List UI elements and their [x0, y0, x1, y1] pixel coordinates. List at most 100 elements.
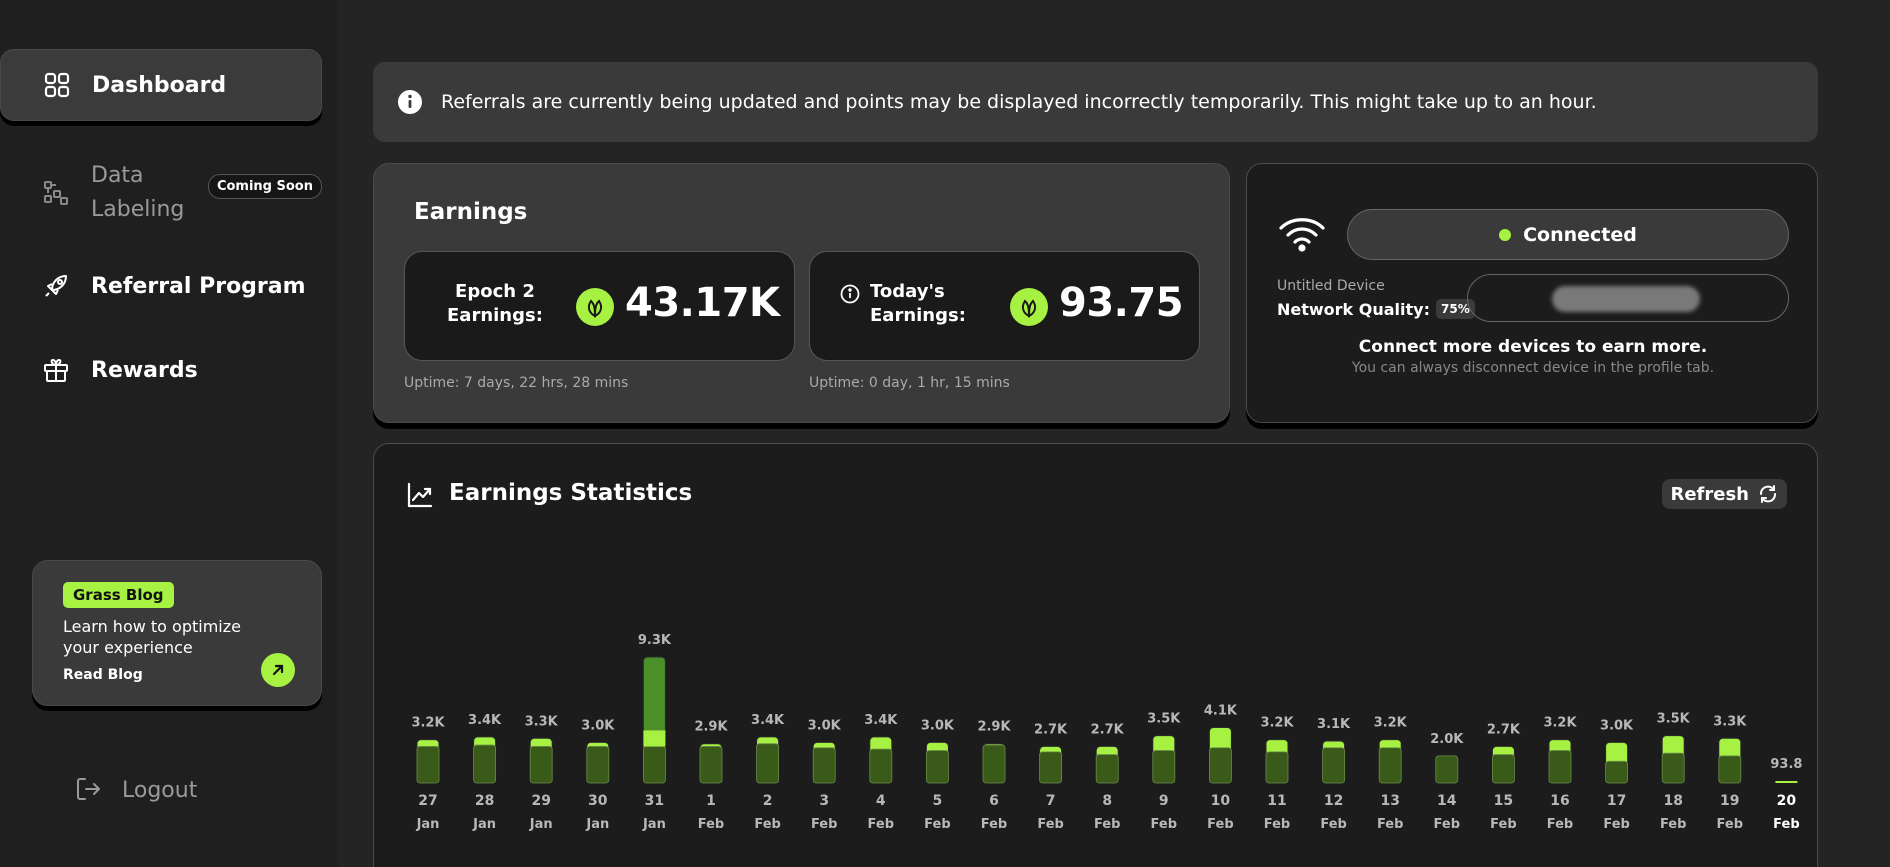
earnings-bar-chart: 3.2K27Jan3.4K28Jan3.3K29Jan3.0K30Jan9.3K… — [411, 633, 1802, 832]
chart-bar-base — [1605, 760, 1628, 784]
logout-icon — [74, 775, 104, 805]
chart-x-tick-day: 30 — [588, 793, 608, 809]
rocket-icon — [41, 271, 71, 301]
chart-bar-base — [586, 746, 610, 784]
chart-bar-base — [642, 746, 666, 784]
chart-data-label: 9.3K — [638, 633, 672, 648]
logout-label: Logout — [122, 777, 198, 803]
sidebar: Dashboard Data Labeling Coming Soon Refer… — [0, 0, 338, 867]
redacted-ip — [1552, 286, 1700, 312]
chart-bar-base — [982, 744, 1006, 784]
chart-x-tick-month: Feb — [1377, 817, 1403, 832]
chart-x-tick-month: Jan — [472, 817, 496, 832]
refresh-icon — [1757, 483, 1779, 505]
sidebar-item-referral-program[interactable]: Referral Program — [0, 268, 322, 304]
arrow-up-right-icon[interactable] — [261, 653, 295, 687]
chart-data-label: 3.1K — [1317, 717, 1351, 732]
read-blog-link[interactable]: Read Blog — [63, 667, 143, 683]
sidebar-item-label: Data Labeling — [91, 159, 191, 227]
chart-x-tick-day: 18 — [1663, 793, 1682, 809]
leaf-icon — [576, 288, 614, 326]
sidebar-item-data-labeling[interactable]: Data Labeling Coming Soon — [0, 150, 322, 236]
chart-bar-base — [416, 746, 440, 784]
connect-devices-cta: Connect more devices to earn more. — [1358, 337, 1708, 357]
chart-x-tick-day: 15 — [1494, 793, 1513, 809]
wifi-icon — [1277, 214, 1327, 254]
chart-bar — [1775, 781, 1798, 783]
chart-data-label: 3.0K — [808, 718, 842, 733]
chart-x-tick-month: Feb — [1490, 817, 1516, 832]
chart-x-tick-month: Feb — [698, 817, 724, 832]
chart-x-tick-month: Feb — [1717, 817, 1743, 832]
disconnect-hint: You can always disconnect device in the … — [1351, 360, 1715, 376]
connected-status-button[interactable]: Connected — [1347, 209, 1789, 260]
chart-data-label: 3.0K — [581, 718, 615, 733]
chart-data-label: 3.4K — [468, 713, 502, 728]
chart-bar-base — [1718, 755, 1742, 784]
logout-button[interactable]: Logout — [74, 775, 197, 805]
chart-x-tick-month: Feb — [924, 817, 950, 832]
refresh-button[interactable]: Refresh — [1662, 479, 1787, 509]
chart-data-label: 2.0K — [1430, 732, 1464, 747]
info-icon — [397, 89, 423, 115]
chart-data-label: 2.7K — [1091, 722, 1125, 737]
info-icon[interactable] — [840, 284, 860, 308]
sidebar-item-label: Dashboard — [92, 72, 227, 98]
chart-x-tick-month: Feb — [1660, 817, 1686, 832]
ip-address-field — [1467, 274, 1789, 322]
chart-x-tick-month: Feb — [1603, 817, 1629, 832]
sidebar-item-dashboard[interactable]: Dashboard — [0, 49, 322, 121]
chart-bar-base — [1322, 747, 1345, 784]
today-earnings-label: Today's Earnings: — [870, 280, 966, 328]
blog-tag: Grass Blog — [63, 582, 174, 608]
chart-bar-base — [699, 746, 723, 784]
chart-x-tick-day: 27 — [418, 793, 437, 809]
coming-soon-badge: Coming Soon — [207, 174, 322, 199]
data-labeling-label: Data Labeling — [91, 163, 185, 222]
blog-text: Learn how to optimize your experience — [63, 617, 241, 657]
chart-x-tick-month: Jan — [529, 817, 553, 832]
trend-chart-icon — [406, 481, 434, 509]
chart-bar-base — [1209, 747, 1232, 784]
chart-x-tick-month: Feb — [1320, 817, 1346, 832]
today-label-line2: Earnings: — [870, 305, 966, 326]
chart-x-tick-month: Feb — [1264, 817, 1290, 832]
chart-data-label: 2.7K — [1034, 722, 1068, 737]
chart-x-tick-month: Feb — [811, 817, 837, 832]
device-panel: Connected Untitled Device Network Qualit… — [1246, 163, 1818, 423]
statistics-title: Earnings Statistics — [449, 480, 693, 506]
chart-x-tick-day: 1 — [706, 793, 716, 809]
today-earnings-value: 93.75 — [1059, 280, 1184, 326]
chart-bar-base — [1548, 750, 1572, 784]
epoch-earnings-card: Epoch 2 Earnings: 43.17K — [404, 251, 795, 361]
today-uptime: Uptime: 0 day, 1 hr, 15 mins — [809, 375, 1010, 391]
chart-x-tick-month: Feb — [1773, 817, 1799, 832]
chart-data-label: 3.3K — [1713, 714, 1747, 729]
chart-x-tick-month: Feb — [868, 817, 894, 832]
chart-data-label: 3.5K — [1657, 712, 1691, 727]
epoch-earnings-label: Epoch 2 Earnings: — [447, 280, 543, 328]
epoch-earnings-value: 43.17K — [625, 280, 780, 326]
chart-x-tick-day: 9 — [1159, 793, 1169, 809]
chart-x-tick-day: 13 — [1380, 793, 1399, 809]
chart-x-tick-day: 17 — [1607, 793, 1626, 809]
chart-bar-base — [1265, 751, 1289, 784]
chart-bar-base — [926, 750, 949, 784]
chart-x-tick-day: 4 — [876, 793, 886, 809]
refresh-label: Refresh — [1670, 483, 1749, 505]
chart-x-tick-day: 11 — [1267, 793, 1286, 809]
chart-x-tick-month: Feb — [1094, 817, 1120, 832]
sidebar-item-rewards[interactable]: Rewards — [0, 352, 322, 388]
earnings-title: Earnings — [414, 199, 528, 225]
chart-bar-base — [1661, 752, 1685, 784]
blog-card[interactable]: Grass Blog Learn how to optimize your ex… — [32, 560, 322, 706]
chart-x-tick-day: 3 — [819, 793, 829, 809]
epoch-label-line2: Earnings: — [447, 305, 543, 326]
epoch-label-line1: Epoch 2 — [455, 281, 535, 302]
chart-bar-base — [529, 746, 553, 784]
sidebar-item-label: Rewards — [91, 357, 198, 383]
chart-bar-base — [473, 744, 496, 784]
chart-data-label: 3.2K — [1374, 716, 1408, 731]
chart-data-label: 4.1K — [1204, 703, 1238, 718]
chart-x-tick-day: 7 — [1046, 793, 1056, 809]
